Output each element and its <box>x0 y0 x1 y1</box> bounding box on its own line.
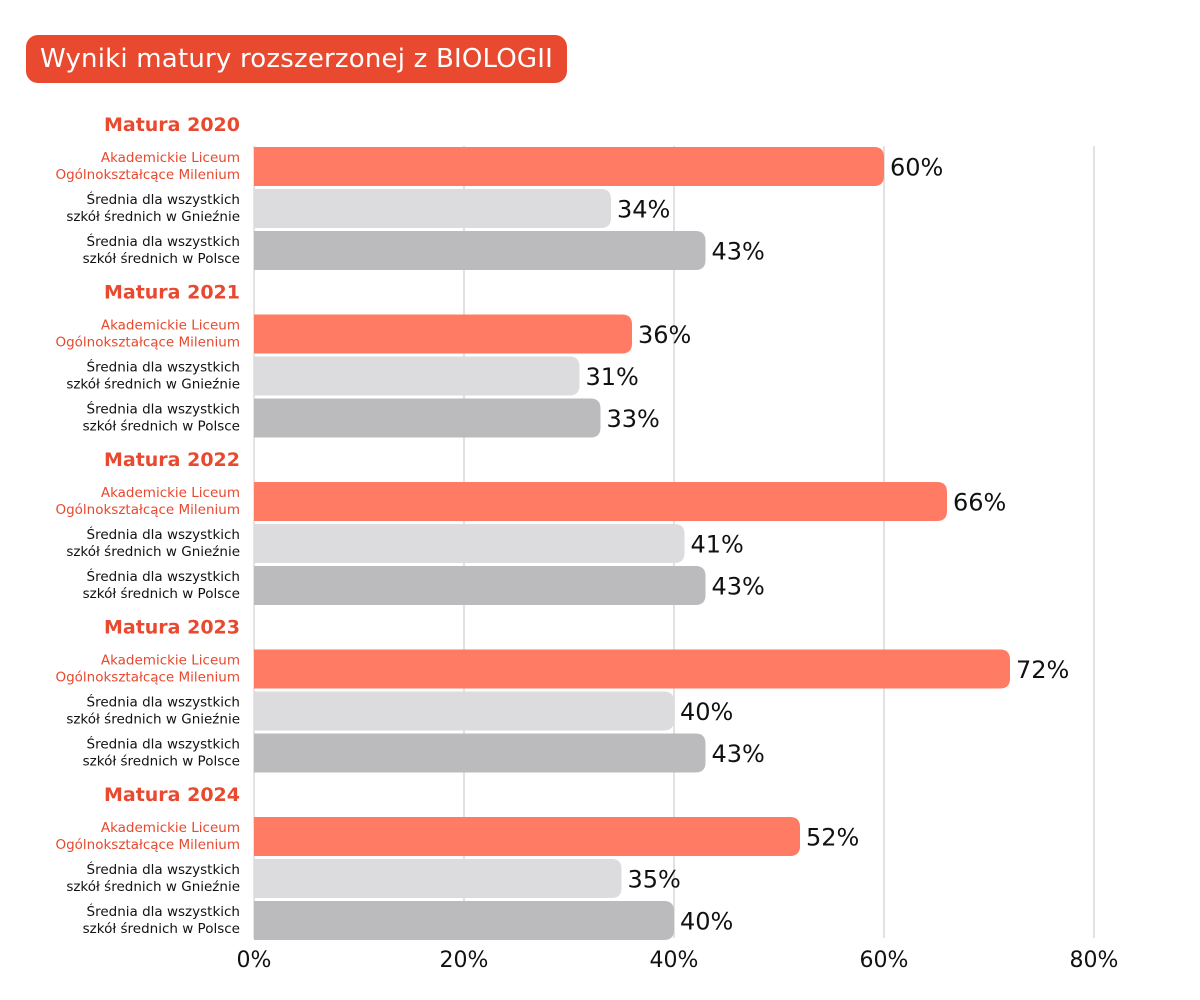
bar-school <box>254 314 632 354</box>
data-label: 40% <box>680 908 733 936</box>
series-label-gniezno: szkół średnich w Gnieźnie <box>66 544 240 560</box>
data-label: 43% <box>712 573 765 601</box>
data-label: 60% <box>890 154 943 182</box>
data-label: 31% <box>586 363 639 391</box>
series-label-polska: Średnia dla wszystkich <box>87 232 240 250</box>
series-label-polska: Średnia dla wszystkich <box>87 902 240 920</box>
series-label-polska: szkół średnich w Polsce <box>83 921 240 937</box>
series-label-gniezno: Średnia dla wszystkich <box>87 190 240 208</box>
group-label: Matura 2021 <box>104 282 240 304</box>
x-tick-label: 20% <box>440 948 489 973</box>
bar-school <box>254 147 884 186</box>
series-label-gniezno: szkół średnich w Gnieźnie <box>66 209 240 225</box>
bar-school <box>254 482 947 521</box>
series-label-polska: Średnia dla wszystkich <box>87 567 240 585</box>
bar-gniezno <box>254 356 580 396</box>
series-label-school: Akademickie Liceum <box>101 150 240 166</box>
data-label: 34% <box>617 196 670 224</box>
data-label: 52% <box>806 824 859 852</box>
x-tick-label: 80% <box>1070 948 1119 973</box>
series-label-gniezno: Średnia dla wszystkich <box>87 860 240 878</box>
data-label: 36% <box>638 321 691 349</box>
series-label-polska: szkół średnich w Polsce <box>83 251 240 267</box>
series-label-gniezno: Średnia dla wszystkich <box>87 525 240 543</box>
bar-school <box>254 649 1010 689</box>
group-label: Matura 2022 <box>104 449 240 471</box>
data-label: 72% <box>1016 656 1069 684</box>
group-label: Matura 2020 <box>104 114 240 136</box>
data-label: 35% <box>628 866 681 894</box>
data-label: 41% <box>691 531 744 559</box>
data-label: 40% <box>680 698 733 726</box>
series-label-polska: szkół średnich w Polsce <box>83 754 240 770</box>
x-tick-label: 60% <box>860 948 909 973</box>
series-label-school: Ogólnokształcące Milenium <box>55 837 240 853</box>
bars <box>254 147 1010 940</box>
group-label: Matura 2023 <box>104 617 240 639</box>
series-label-gniezno: szkół średnich w Gnieźnie <box>66 712 240 728</box>
chart-title-box: Wyniki matury rozszerzonej z BIOLOGII <box>26 35 568 83</box>
series-label-gniezno: szkół średnich w Gnieźnie <box>66 377 240 393</box>
group-label: Matura 2024 <box>104 784 240 806</box>
x-tick-label: 40% <box>650 948 699 973</box>
bar-polska <box>254 398 601 438</box>
chart-title: Wyniki matury rozszerzonej z BIOLOGII <box>40 44 554 74</box>
data-label: 66% <box>953 489 1006 517</box>
series-label-gniezno: szkół średnich w Gnieźnie <box>66 879 240 895</box>
series-label-gniezno: Średnia dla wszystkich <box>87 693 240 711</box>
series-label-school: Akademickie Liceum <box>101 318 240 334</box>
data-label: 43% <box>712 740 765 768</box>
x-tick-label: 0% <box>237 948 272 973</box>
bar-polska <box>254 566 706 605</box>
bar-gniezno <box>254 691 674 731</box>
series-label-school: Ogólnokształcące Milenium <box>55 167 240 183</box>
bar-polska <box>254 901 674 940</box>
series-label-school: Ogólnokształcące Milenium <box>55 670 240 686</box>
series-label-gniezno: Średnia dla wszystkich <box>87 358 240 376</box>
series-label-school: Ogólnokształcące Milenium <box>55 335 240 351</box>
series-label-school: Akademickie Liceum <box>101 820 240 836</box>
bar-school <box>254 817 800 856</box>
series-label-school: Akademickie Liceum <box>101 653 240 669</box>
series-label-polska: szkół średnich w Polsce <box>83 419 240 435</box>
bar-gniezno <box>254 189 611 228</box>
bar-polska <box>254 231 706 270</box>
series-label-polska: Średnia dla wszystkich <box>87 400 240 418</box>
bar-polska <box>254 733 706 773</box>
series-label-school: Ogólnokształcące Milenium <box>55 502 240 518</box>
series-label-polska: szkół średnich w Polsce <box>83 586 240 602</box>
series-label-school: Akademickie Liceum <box>101 485 240 501</box>
data-label: 33% <box>607 405 660 433</box>
x-axis: 0% 20% 40% 60% 80% <box>237 948 1119 973</box>
bar-gniezno <box>254 524 685 563</box>
series-label-polska: Średnia dla wszystkich <box>87 735 240 753</box>
bar-gniezno <box>254 859 622 898</box>
data-label: 43% <box>712 238 765 266</box>
